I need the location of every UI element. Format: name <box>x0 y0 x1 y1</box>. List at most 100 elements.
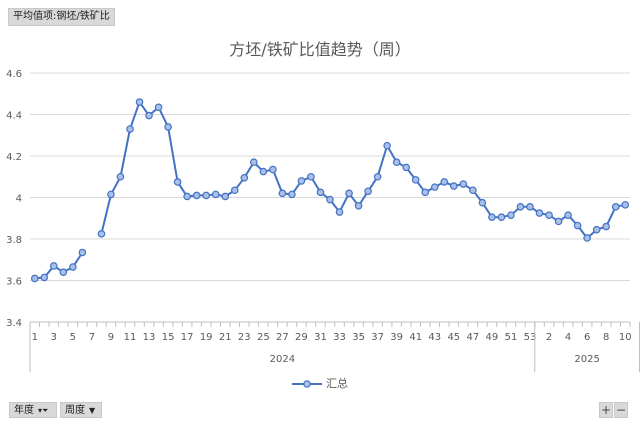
data-point <box>554 217 563 226</box>
data-point <box>364 187 372 196</box>
x-tick-label: 47 <box>466 332 479 343</box>
expand-button[interactable]: + <box>599 402 613 418</box>
x-tick-label: 21 <box>219 332 232 343</box>
data-point <box>411 176 420 184</box>
collapse-button[interactable]: − <box>614 402 628 418</box>
x-tick-label: 3 <box>51 332 57 343</box>
data-point <box>345 189 353 198</box>
y-tick-label: 4.2 <box>6 152 22 163</box>
data-point <box>221 192 230 201</box>
x-tick-label: 27 <box>276 332 289 343</box>
data-point <box>135 98 144 106</box>
x-tick-label: 35 <box>352 332 365 343</box>
x-tick-label: 37 <box>371 332 384 343</box>
data-point <box>211 190 220 199</box>
data-point <box>192 191 201 200</box>
data-point <box>202 191 210 200</box>
data-point <box>535 209 544 217</box>
data-point <box>78 248 87 257</box>
data-point <box>545 211 553 219</box>
series-lines <box>34 99 626 280</box>
legend: 汇总 <box>0 375 640 391</box>
x-group-label: 2025 <box>574 354 599 365</box>
data-point <box>69 263 77 271</box>
x-tick-label: 41 <box>409 332 422 343</box>
filter-funnel-icon: ▾⏷ <box>38 406 49 415</box>
data-point <box>164 123 172 131</box>
data-point <box>450 182 458 190</box>
data-point <box>126 125 134 133</box>
x-tick-label: 43 <box>428 332 441 343</box>
data-point <box>288 190 296 199</box>
data-point <box>573 221 582 230</box>
data-point <box>59 268 68 277</box>
data-point <box>259 167 268 176</box>
y-tick-label: 4.4 <box>6 111 22 122</box>
chart-title: 方坯/铁矿比值趋势（周） <box>229 40 411 59</box>
data-point <box>307 172 315 181</box>
data-point <box>392 158 401 167</box>
x-tick-label: 39 <box>390 332 403 343</box>
data-point <box>40 273 49 282</box>
y-tick-label: 3.8 <box>6 235 22 246</box>
data-point <box>459 180 468 188</box>
data-point <box>354 202 363 210</box>
x-tick-label: 11 <box>124 332 137 343</box>
x-tick-label: 4 <box>565 332 571 343</box>
year-filter-label: 年度 <box>14 405 34 416</box>
y-axis-ticks: 3.4 3.6 3.8 4 4.2 4.4 4.6 <box>6 69 22 329</box>
x-tick-label: 1 <box>32 332 38 343</box>
x-tick-label: 33 <box>333 332 346 343</box>
x-tick-label: 23 <box>238 332 251 343</box>
data-point <box>230 186 239 195</box>
x-tick-label: 25 <box>257 332 270 343</box>
y-tick-label: 4.6 <box>6 69 22 80</box>
data-point <box>611 203 620 211</box>
x-tick-label: 17 <box>181 332 194 343</box>
data-point <box>269 165 277 174</box>
data-point <box>240 173 249 182</box>
x-tick-label: 29 <box>295 332 308 343</box>
x-group-label: 2024 <box>270 354 295 365</box>
x-tick-label: 5 <box>70 332 76 343</box>
y-tick-label: 3.4 <box>6 318 22 329</box>
data-point <box>145 111 153 120</box>
data-point <box>250 158 258 167</box>
x-tick-label: 19 <box>200 332 213 343</box>
data-point <box>154 103 163 112</box>
series-points <box>30 98 630 283</box>
year-filter-button[interactable]: 年度 ▾⏷ <box>9 402 57 418</box>
data-point <box>107 190 115 199</box>
data-point <box>583 234 591 242</box>
x-tick-label: 31 <box>314 332 327 343</box>
pivot-field-label[interactable]: 平均值项:钢坯/铁矿比 <box>8 8 115 26</box>
legend-marker <box>292 380 322 388</box>
x-tick-label: 6 <box>584 332 590 343</box>
data-point <box>421 188 430 197</box>
data-point <box>430 183 439 191</box>
data-point <box>526 203 534 211</box>
x-tick-label: 8 <box>603 332 609 343</box>
data-point <box>592 225 601 234</box>
data-point <box>383 141 391 150</box>
data-point <box>402 163 410 172</box>
data-point <box>507 211 515 219</box>
week-filter-button[interactable]: 周度 ▼ <box>60 402 102 418</box>
data-point <box>278 189 287 198</box>
x-tick-label: 9 <box>108 332 114 343</box>
data-point <box>497 213 506 222</box>
data-point <box>440 178 449 186</box>
week-filter-label: 周度 <box>65 405 85 416</box>
y-tick-label: 3.6 <box>6 277 22 288</box>
data-point <box>30 274 39 283</box>
x-tick-label: 2 <box>546 332 552 343</box>
x-tick-label: 15 <box>162 332 175 343</box>
data-point <box>488 213 496 222</box>
data-point <box>469 186 477 195</box>
data-point <box>50 262 58 270</box>
data-point <box>516 203 525 211</box>
x-tick-label: 13 <box>143 332 156 343</box>
data-point <box>602 222 610 231</box>
dropdown-arrow-icon: ▼ <box>89 406 96 415</box>
